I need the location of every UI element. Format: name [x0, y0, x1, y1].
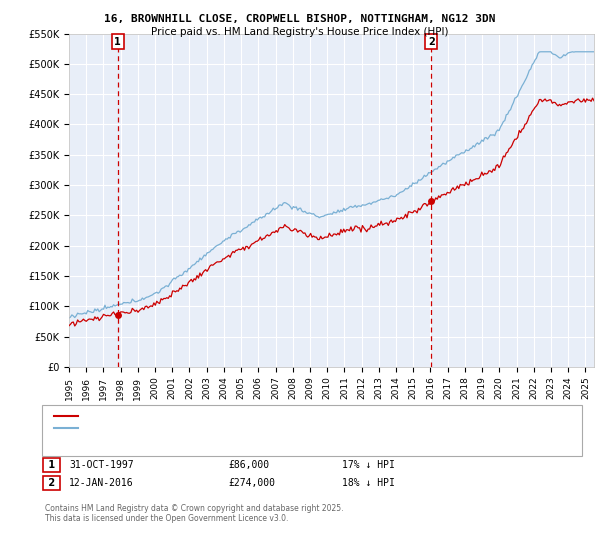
Text: 12-JAN-2016: 12-JAN-2016 — [69, 478, 134, 488]
Text: 1: 1 — [45, 460, 59, 470]
Text: 31-OCT-1997: 31-OCT-1997 — [69, 460, 134, 470]
Text: HPI: Average price, detached house, Rushcliffe: HPI: Average price, detached house, Rush… — [81, 424, 293, 433]
Text: £274,000: £274,000 — [228, 478, 275, 488]
Text: Price paid vs. HM Land Registry's House Price Index (HPI): Price paid vs. HM Land Registry's House … — [151, 27, 449, 37]
Text: 2: 2 — [428, 37, 434, 47]
Text: 1: 1 — [115, 37, 121, 47]
Text: Contains HM Land Registry data © Crown copyright and database right 2025.
This d: Contains HM Land Registry data © Crown c… — [45, 504, 343, 524]
Text: £86,000: £86,000 — [228, 460, 269, 470]
Text: 16, BROWNHILL CLOSE, CROPWELL BISHOP, NOTTINGHAM, NG12 3DN (detached house): 16, BROWNHILL CLOSE, CROPWELL BISHOP, NO… — [81, 411, 479, 420]
Text: 2: 2 — [45, 478, 59, 488]
Text: 18% ↓ HPI: 18% ↓ HPI — [342, 478, 395, 488]
Text: 16, BROWNHILL CLOSE, CROPWELL BISHOP, NOTTINGHAM, NG12 3DN: 16, BROWNHILL CLOSE, CROPWELL BISHOP, NO… — [104, 14, 496, 24]
Text: 17% ↓ HPI: 17% ↓ HPI — [342, 460, 395, 470]
